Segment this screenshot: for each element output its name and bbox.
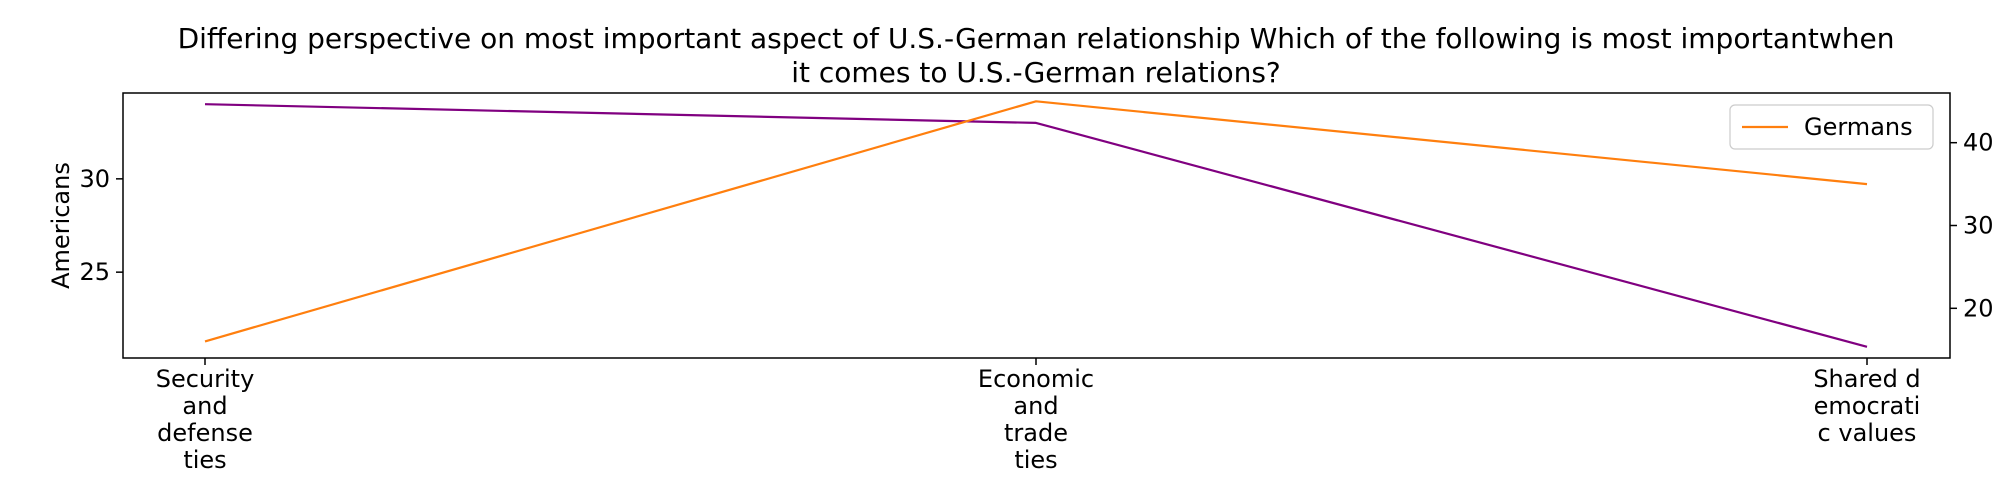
left-y-axis-label: Americans xyxy=(47,162,75,289)
x-tick-label-1-3: defense xyxy=(157,419,253,447)
series-line-americans xyxy=(204,103,1868,348)
x-tick-label-3-3: c values xyxy=(1818,419,1917,447)
chart-title-line-2: it comes to U.S.-German relations? xyxy=(791,56,1281,89)
left-y-tick-label-1: 25 xyxy=(79,258,110,286)
right-y-tick-label-2: 30 xyxy=(1963,212,1994,240)
x-tick-label-3-2: emocrati xyxy=(1814,392,1921,420)
x-tick-label-3-1: Shared d xyxy=(1813,365,1920,393)
chart-title-line-1: Differing perspective on most important … xyxy=(178,22,1895,55)
x-axis: SecurityanddefensetiesEconomicandtradeti… xyxy=(156,358,1921,474)
x-tick-label-1-4: ties xyxy=(183,446,226,474)
x-tick-label-1-2: and xyxy=(182,392,227,420)
series-lines xyxy=(204,100,1868,348)
right-y-tick-label-3: 40 xyxy=(1963,129,1994,157)
right-y-axis: 20 30 40 xyxy=(1950,129,1994,322)
x-tick-label-1-1: Security xyxy=(156,365,255,393)
x-tick-label-2-3: trade xyxy=(1004,419,1068,447)
chart-title: Differing perspective on most important … xyxy=(178,22,1895,89)
series-line-germans xyxy=(204,100,1868,343)
x-tick-label-2-2: and xyxy=(1013,392,1058,420)
legend-label-germans: Germans xyxy=(1804,113,1913,141)
x-tick-label-2-4: ties xyxy=(1014,446,1057,474)
legend-box xyxy=(1729,104,1934,150)
right-y-tick-label-1: 20 xyxy=(1963,294,1994,322)
left-y-tick-label-2: 30 xyxy=(79,165,110,193)
plot-frame xyxy=(122,92,1951,359)
x-tick-label-2-1: Economic xyxy=(978,365,1094,393)
legend: Germans xyxy=(1729,104,1934,150)
